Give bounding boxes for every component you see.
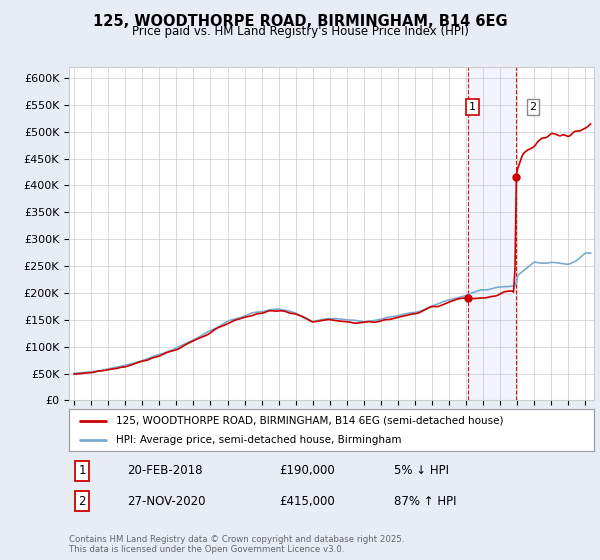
Text: 1: 1 <box>469 102 476 112</box>
Text: 20-FEB-2018: 20-FEB-2018 <box>127 464 202 477</box>
Text: £190,000: £190,000 <box>279 464 335 477</box>
Text: 2: 2 <box>79 494 86 507</box>
Text: £415,000: £415,000 <box>279 494 335 507</box>
Text: 87% ↑ HPI: 87% ↑ HPI <box>395 494 457 507</box>
Text: 2: 2 <box>529 102 536 112</box>
Text: Price paid vs. HM Land Registry's House Price Index (HPI): Price paid vs. HM Land Registry's House … <box>131 25 469 38</box>
Text: Contains HM Land Registry data © Crown copyright and database right 2025.
This d: Contains HM Land Registry data © Crown c… <box>69 535 404 554</box>
Text: 27-NOV-2020: 27-NOV-2020 <box>127 494 205 507</box>
Text: 1: 1 <box>79 464 86 477</box>
Text: 125, WOODTHORPE ROAD, BIRMINGHAM, B14 6EG: 125, WOODTHORPE ROAD, BIRMINGHAM, B14 6E… <box>92 14 508 29</box>
Text: 125, WOODTHORPE ROAD, BIRMINGHAM, B14 6EG (semi-detached house): 125, WOODTHORPE ROAD, BIRMINGHAM, B14 6E… <box>116 416 504 426</box>
Text: HPI: Average price, semi-detached house, Birmingham: HPI: Average price, semi-detached house,… <box>116 435 402 445</box>
Text: 5% ↓ HPI: 5% ↓ HPI <box>395 464 449 477</box>
Bar <box>469 67 516 400</box>
